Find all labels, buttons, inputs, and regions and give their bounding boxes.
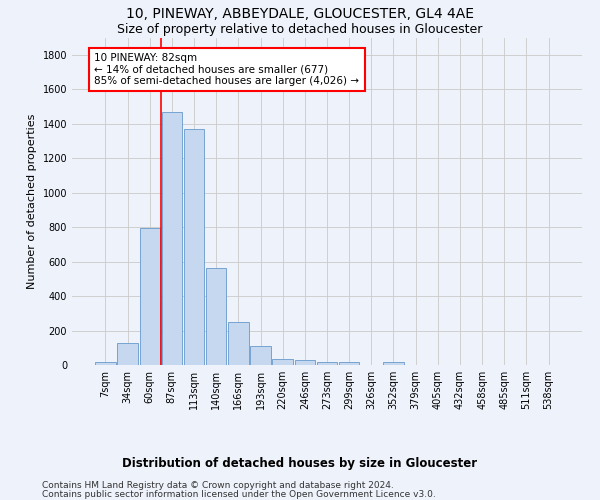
Text: Contains HM Land Registry data © Crown copyright and database right 2024.: Contains HM Land Registry data © Crown c… — [42, 481, 394, 490]
Text: Distribution of detached houses by size in Gloucester: Distribution of detached houses by size … — [122, 458, 478, 470]
Text: 10 PINEWAY: 82sqm
← 14% of detached houses are smaller (677)
85% of semi-detache: 10 PINEWAY: 82sqm ← 14% of detached hous… — [94, 53, 359, 86]
Bar — [184, 129, 204, 365]
Text: 10, PINEWAY, ABBEYDALE, GLOUCESTER, GL4 4AE: 10, PINEWAY, ABBEYDALE, GLOUCESTER, GL4 … — [126, 8, 474, 22]
Bar — [118, 342, 138, 365]
Bar — [161, 112, 182, 365]
Bar — [95, 362, 116, 365]
Bar — [383, 362, 404, 365]
Bar — [250, 346, 271, 365]
Bar — [272, 359, 293, 365]
Bar — [206, 268, 226, 365]
Bar — [295, 360, 315, 365]
Y-axis label: Number of detached properties: Number of detached properties — [27, 114, 37, 289]
Bar — [140, 228, 160, 365]
Bar — [317, 362, 337, 365]
Text: Size of property relative to detached houses in Gloucester: Size of property relative to detached ho… — [118, 22, 482, 36]
Text: Contains public sector information licensed under the Open Government Licence v3: Contains public sector information licen… — [42, 490, 436, 499]
Bar — [339, 362, 359, 365]
Bar — [228, 322, 248, 365]
